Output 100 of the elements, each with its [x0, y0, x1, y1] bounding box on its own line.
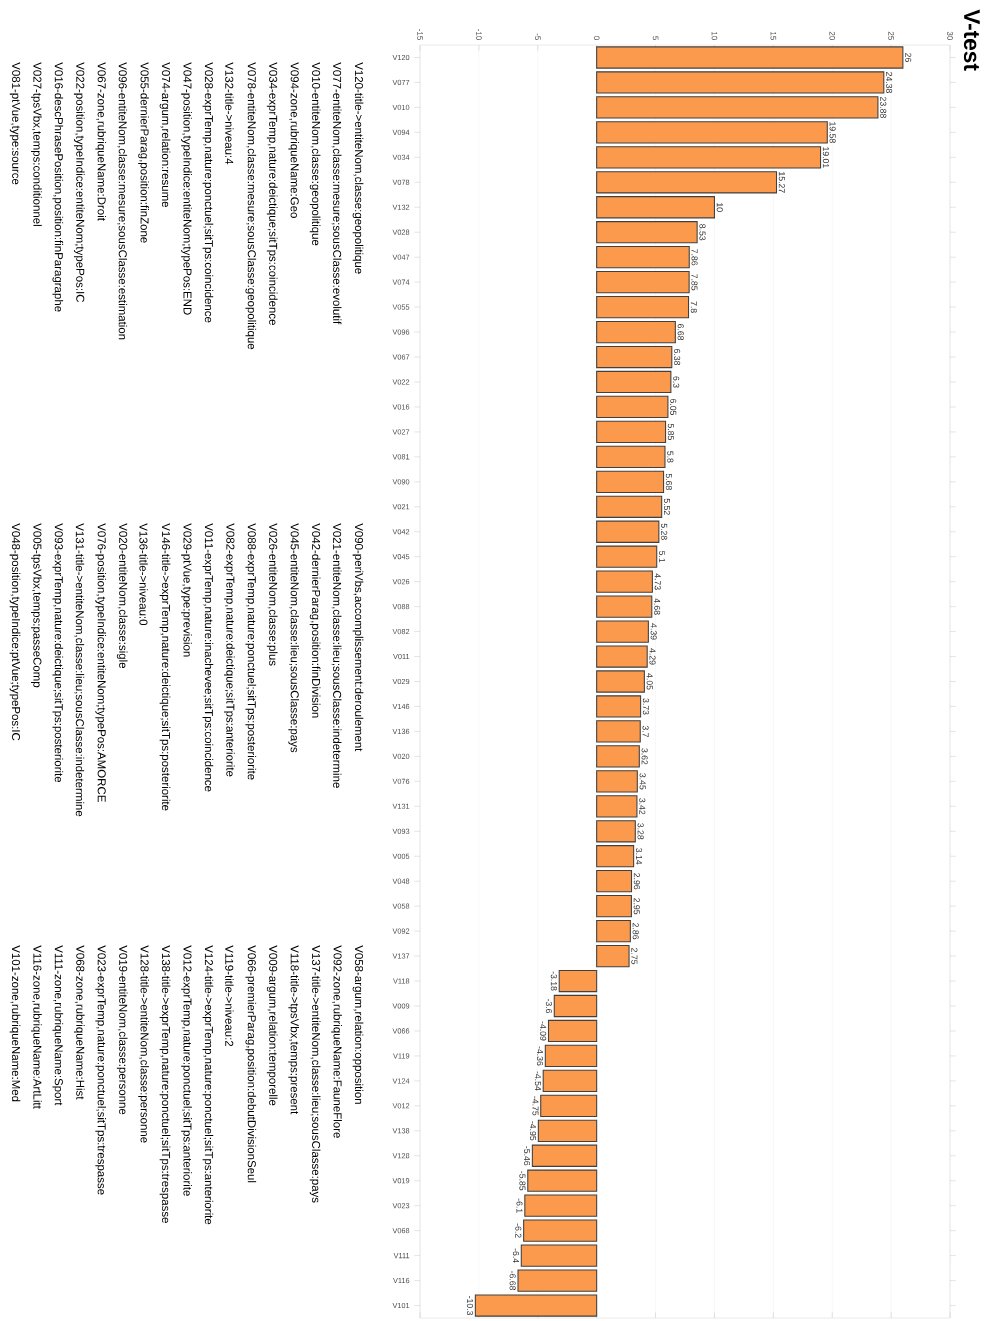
- data-label: -4.54: [534, 1071, 541, 1091]
- text: V021-entiteNom,classe:lieu;sousClasse:indetermine: [331, 523, 342, 788]
- data-label: 6.38: [674, 349, 681, 366]
- data-label: 4.68: [654, 598, 661, 615]
- text: V034-exprTemp,nature:deictique;sitTps:coincidence: [266, 62, 278, 325]
- text: V010-entiteNom,classe:geopolitique: [309, 62, 321, 246]
- data-label: 4.05: [646, 673, 653, 690]
- data-label: 5.8: [667, 451, 674, 463]
- data-label: -10.3: [466, 1296, 474, 1316]
- data-label: 3.7: [642, 725, 649, 737]
- text: V047-position,typeIndice:entiteNom;typePos:END: [181, 62, 192, 315]
- x-tick-label: 20: [829, 31, 836, 40]
- data-label: 6.05: [670, 398, 677, 416]
- data-label: -6.2: [515, 1223, 522, 1238]
- text: V092-zone,rubriqueName:FauneFlore: [331, 945, 342, 1138]
- data-label: 2.95: [633, 898, 640, 915]
- data-label: 2.96: [633, 873, 640, 890]
- text: V096-entiteNom,classe:mesure;sousClasse:estimation: [117, 62, 128, 340]
- data-label: -5.46: [523, 1146, 531, 1166]
- data-label: 7.85: [691, 274, 698, 291]
- data-label: 5.1: [659, 551, 666, 563]
- text: V011-exprTemp,nature:inachevee;sitTps:coincidence: [202, 523, 214, 792]
- text: V119-title->niveau:2: [225, 945, 234, 1047]
- data-label: 6.3: [673, 376, 680, 388]
- text: V068-zone,rubriqueName:Hist: [73, 945, 85, 1100]
- text: V055-dernierParag,position:finZone: [138, 62, 149, 243]
- text: V042-dernierParag,position:finDivision: [309, 523, 321, 718]
- text: V077-entiteNom,classe:mesure;sousClasse:evolutif: [331, 62, 342, 325]
- text: V067-zone,rubriqueName:Droit: [95, 62, 107, 221]
- text: V111-zone,rubriqueName:Sport: [52, 945, 64, 1106]
- text: V146-title->exprTemp,nature:deictique;sitTps:posteriorite: [159, 523, 171, 811]
- data-label: 5.52: [663, 498, 671, 515]
- data-label: 4.29: [649, 648, 656, 665]
- text: V019-entiteNom,classe:personne: [116, 945, 128, 1115]
- text: V137-title->entiteNom,classe:lieu;sousClasse:pays: [309, 945, 321, 1203]
- data-label: 26: [905, 53, 912, 62]
- data-label: 2.75: [631, 948, 638, 965]
- text: V132-title->niveau:4: [225, 62, 234, 165]
- text: V138-title->exprTemp,nature:ponctuel;sitTps:trespasse: [159, 945, 171, 1223]
- text: V020-entiteNom,classe:sigle: [116, 523, 128, 669]
- data-label: -4.75: [532, 1096, 539, 1116]
- data-label: -3.18: [550, 971, 557, 991]
- data-label: 7.8: [690, 301, 697, 313]
- text: V136-title->niveau:0: [139, 523, 148, 626]
- data-label: 5.68: [665, 473, 672, 490]
- text: V027-tpsVbx,temps:conditionnel: [31, 62, 42, 226]
- text: V045-entiteNom,classe:lieu;sousClasse:pays: [288, 523, 300, 753]
- data-label: 3.14: [635, 848, 643, 865]
- data-label: 3.62: [641, 748, 648, 765]
- text: V081-ptVue,type:source: [9, 62, 21, 185]
- data-label: 4.39: [650, 623, 657, 640]
- data-label: 6.68: [677, 324, 684, 341]
- text: V029-ptVue,type:prevision: [181, 523, 192, 657]
- x-tick-label: 30: [947, 31, 953, 40]
- text: V074-argum,relation:resume: [159, 62, 171, 208]
- x-tick-label: -10: [476, 29, 482, 40]
- data-label: -6.68: [509, 1271, 516, 1291]
- x-tick-label: 0: [593, 36, 600, 40]
- text: V066-premierParag,position:debutDivisionSeul: [245, 945, 257, 1183]
- text: V005-tpsVbx,temps:passeComp: [31, 523, 42, 688]
- x-tick-label: 5: [652, 36, 659, 40]
- text: V023-exprTemp,nature:ponctuel;sitTps:trespasse: [95, 945, 107, 1195]
- x-tick-label: 25: [888, 31, 894, 40]
- x-tick-label: -15: [417, 29, 423, 40]
- text: V093-exprTemp,nature:deictique;sitTps:posteriorite: [52, 523, 64, 783]
- data-label: 5.28: [661, 523, 668, 540]
- text: V026-entiteNom,classe:plus: [266, 523, 278, 666]
- text: V101-zone,rubriqueName:Med: [9, 945, 21, 1102]
- chart-title: V-test: [963, 9, 980, 71]
- text: V090-periVbs,accomplissement:deroulement: [352, 523, 364, 752]
- x-tick-label: 10: [711, 32, 718, 40]
- data-label: 3.42: [639, 798, 646, 815]
- text: V012-exprTemp,nature:ponctuel;sitTps:anteriorite: [181, 945, 192, 1196]
- data-label: 8.53: [699, 224, 706, 241]
- data-label: 4.73: [654, 573, 661, 590]
- data-label: 19.58: [829, 122, 836, 143]
- data-label: 3.73: [642, 698, 649, 715]
- text: V118-title->tpsVbx,temps:present: [288, 945, 300, 1115]
- data-label: 7.86: [691, 249, 698, 266]
- text: V048-position,typeIndice:ptVue;typePos:IC: [9, 523, 21, 741]
- data-label: 3.28: [637, 823, 644, 840]
- text: V009-argum,relation:temporelle: [266, 945, 278, 1106]
- data-label: -6.1: [516, 1198, 523, 1213]
- text: V094-zone,rubriqueName:Geo: [288, 62, 300, 218]
- data-label: 19.01: [822, 147, 829, 168]
- data-label: -4.95: [529, 1121, 537, 1141]
- data-label: 24.38: [886, 72, 893, 93]
- data-label: -4.36: [536, 1046, 544, 1066]
- text: V058-argum,relation:opposition: [352, 945, 364, 1104]
- text: V078-entiteNom,classe:mesure;sousClasse:geopolitique: [245, 62, 257, 350]
- x-tick-label: 15: [770, 32, 777, 40]
- text: V022-position,typeIndice:entiteNom;typePos:IC: [73, 62, 85, 303]
- data-label: 2.86: [632, 923, 639, 940]
- text: V088-exprTemp,nature:ponctuel;sitTps:posteriorite: [245, 523, 257, 780]
- data-label: 5.85: [667, 423, 674, 440]
- data-label: 10: [716, 203, 723, 212]
- text: V076-position,typeIndice:entiteNom;typePos:AMORCE: [95, 523, 107, 802]
- data-label: -4.09: [540, 1021, 547, 1041]
- text: V082-exprTemp,nature:deictique;sitTps:anteriorite: [224, 523, 235, 777]
- data-label: 15.27: [778, 172, 785, 193]
